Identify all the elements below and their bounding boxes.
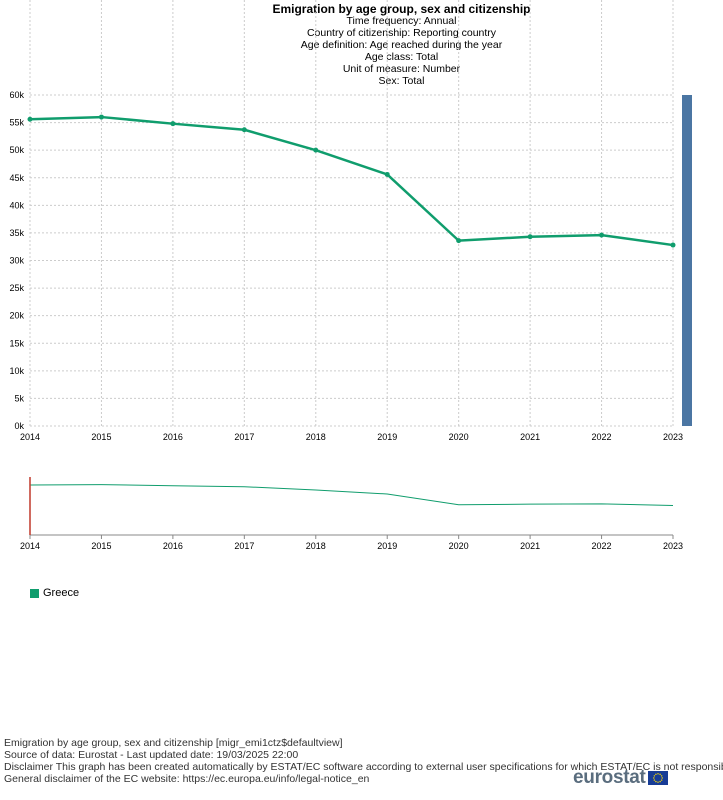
flag-star: [658, 780, 661, 783]
navigator-tick-label: 2015: [91, 541, 111, 551]
flag-star: [658, 773, 661, 776]
data-point[interactable]: [670, 242, 676, 248]
x-tick-label: 2017: [234, 432, 254, 442]
flag-star: [660, 775, 662, 777]
x-tick-label: 2019: [377, 432, 397, 442]
navigator-tick-label: 2019: [377, 541, 397, 551]
navigator-tick-label: 2017: [234, 541, 254, 551]
series-line-greece: [29, 115, 674, 247]
flag-star: [661, 777, 663, 779]
navigator-tick-label: 2022: [592, 541, 612, 551]
footer-legal-notice: General disclaimer of the EC website: ht…: [4, 773, 370, 785]
series-layer: [27, 114, 676, 248]
data-point[interactable]: [456, 238, 462, 244]
chart-titles: Emigration by age group, sex and citizen…: [0, 3, 723, 87]
navigator-tick-label: 2021: [520, 541, 540, 551]
footer-disclaimer: Disclaimer This graph has been created a…: [4, 761, 723, 773]
navigator-tick-label: 2014: [20, 541, 40, 551]
flag-star: [654, 773, 657, 776]
footer-source: Source of data: Eurostat - Last updated …: [4, 749, 299, 761]
chart-title: Emigration by age group, sex and citizen…: [272, 2, 531, 16]
y-tick-label: 20k: [9, 311, 24, 321]
data-point[interactable]: [98, 114, 104, 120]
y-tick-label: 50k: [9, 145, 24, 155]
navigator-tick-label: 2016: [163, 541, 183, 551]
flag-star: [652, 777, 655, 779]
y-tick-label: 30k: [9, 256, 24, 266]
vertical-scrollbar[interactable]: [682, 95, 692, 426]
flag-star: [653, 775, 655, 777]
data-point[interactable]: [384, 171, 390, 177]
navigator[interactable]: [29, 477, 674, 536]
x-tick-label: 2021: [520, 432, 540, 442]
chart-subtitle-unit: Unit of measure: Number: [342, 63, 461, 75]
flag-star: [660, 779, 662, 781]
x-tick-label: 2023: [663, 432, 683, 442]
y-axis-ticks: 0k 5k 10k 15k 20k 25k 30k 35k 40k 45k 50k 55k 60k: [9, 90, 24, 431]
x-tick-label: 2016: [163, 432, 183, 442]
navigator-tick-label: 2018: [306, 541, 326, 551]
y-tick-label: 45k: [9, 173, 24, 183]
flag-star: [654, 780, 657, 783]
data-point[interactable]: [241, 127, 247, 133]
footer: Emigration by age group, sex and citizen…: [4, 737, 723, 785]
data-point[interactable]: [599, 232, 605, 238]
x-tick-label: 2015: [91, 432, 111, 442]
y-tick-label: 0k: [14, 421, 24, 431]
data-point[interactable]: [27, 116, 33, 122]
chart-subtitle-frequency: Time frequency: Annual: [346, 15, 457, 27]
flag-star: [656, 781, 659, 783]
chart-subtitle-citizenship: Country of citizenship: Reporting countr…: [306, 27, 497, 39]
eu-flag-icon: [647, 771, 668, 785]
navigator-tick-label: 2020: [449, 541, 469, 551]
y-tick-label: 10k: [9, 366, 24, 376]
line-chart: 0k 5k 10k 15k 20k 25k 30k 35k 40k 45k 50k 55k 60k 20…: [9, 0, 692, 551]
navigator-series-line: [29, 484, 674, 507]
x-tick-label: 2020: [449, 432, 469, 442]
flag-star: [653, 779, 655, 781]
y-tick-label: 55k: [9, 118, 24, 128]
y-tick-label: 60k: [9, 90, 24, 100]
y-tick-label: 15k: [9, 338, 24, 348]
y-tick-label: 40k: [9, 200, 24, 210]
y-tick-label: 25k: [9, 283, 24, 293]
eurostat-wordmark: eurostat: [573, 767, 646, 788]
data-point[interactable]: [527, 234, 533, 240]
chart-subtitle-sex: Sex: Total: [378, 75, 425, 87]
data-point[interactable]: [313, 147, 319, 153]
x-tick-label: 2022: [592, 432, 612, 442]
flag-star: [656, 773, 659, 775]
navigator-x-ticks: 2014 2015 2016 2017 2018 2019 2020 2021 2022 2023: [20, 535, 683, 551]
y-tick-label: 35k: [9, 228, 24, 238]
footer-dataset: Emigration by age group, sex and citizen…: [4, 737, 343, 749]
legend[interactable]: Greece: [30, 587, 79, 599]
y-tick-label: 5k: [14, 393, 24, 403]
navigator-tick-label: 2023: [663, 541, 683, 551]
data-point[interactable]: [170, 121, 176, 127]
x-axis-ticks: 2014 2015 2016 2017 2018 2019 2020 2021 2022 2023: [20, 432, 683, 442]
legend-swatch-greece: [30, 588, 39, 598]
x-tick-label: 2018: [306, 432, 326, 442]
legend-label-greece: Greece: [43, 587, 80, 599]
x-tick-label: 2014: [20, 432, 40, 442]
eurostat-logo: eurostat: [573, 767, 668, 789]
grid-lines: [29, 0, 674, 427]
chart-subtitle-age-definition: Age definition: Age reached during the y…: [300, 39, 503, 51]
chart-subtitle-age-class: Age class: Total: [364, 51, 439, 63]
